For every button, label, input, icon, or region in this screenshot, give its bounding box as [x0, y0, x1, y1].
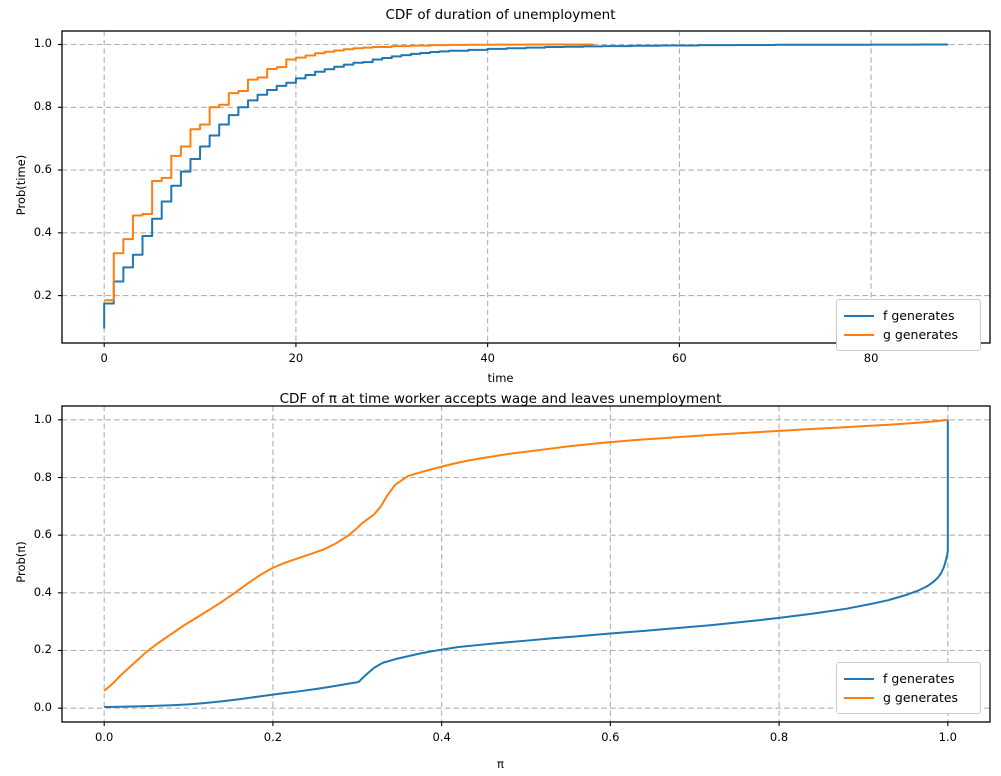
- y-axis-label-pi: Prob(π): [14, 541, 28, 583]
- legend-pi[interactable]: f generates g generates: [836, 662, 981, 714]
- y-tick-label: 0.4: [33, 584, 52, 599]
- y-tick-label: 1.0: [33, 36, 52, 51]
- legend-item-f-generates[interactable]: f generates: [844, 669, 971, 688]
- plot-canvas-duration: [58, 30, 991, 347]
- x-tick-label: 0.4: [432, 730, 451, 744]
- y-tick-label: 0.2: [33, 287, 52, 302]
- x-tick-label: 0: [100, 351, 108, 365]
- y-tick-label: 0.8: [33, 469, 52, 484]
- x-tick-label: 80: [863, 351, 879, 365]
- y-tick-label: 0.0: [33, 700, 52, 715]
- x-axis-label-duration: time: [487, 371, 514, 385]
- legend-item-g-generates[interactable]: g generates: [844, 688, 971, 707]
- y-tick-label: 0.4: [33, 224, 52, 239]
- chart-title-pi: CDF of π at time worker accepts wage and…: [279, 391, 722, 407]
- legend-duration[interactable]: f generates g generates: [836, 299, 981, 351]
- legend-label-f-generates: f generates: [883, 671, 955, 686]
- y-tick-label: 0.8: [33, 99, 52, 114]
- legend-item-f-generates[interactable]: f generates: [844, 306, 971, 325]
- x-tick-label: 40: [480, 351, 495, 365]
- legend-label-f-generates: f generates: [883, 308, 955, 323]
- axes-cdf-pi: CDF of π at time worker accepts wage and…: [0, 388, 1001, 776]
- y-axis-label-duration: Prob(time): [14, 154, 28, 216]
- legend-swatch-f-generates: [844, 677, 874, 680]
- x-tick-label: 1.0: [938, 730, 957, 744]
- x-tick-label: 0.8: [769, 730, 789, 744]
- legend-swatch-g-generates: [844, 696, 874, 699]
- y-tick-label: 0.2: [33, 642, 52, 657]
- x-tick-label: 0.6: [601, 730, 620, 744]
- legend-item-g-generates[interactable]: g generates: [844, 325, 971, 344]
- legend-label-g-generates: g generates: [883, 327, 959, 342]
- x-axis-label-pi: π: [497, 757, 504, 771]
- y-tick-label: 0.6: [33, 162, 52, 177]
- legend-label-g-generates: g generates: [883, 690, 959, 705]
- x-tick-label: 60: [672, 351, 687, 365]
- y-tick-label: 1.0: [33, 411, 52, 426]
- legend-swatch-g-generates: [844, 333, 874, 336]
- plot-canvas-pi: [58, 405, 991, 726]
- legend-swatch-f-generates: [844, 314, 874, 317]
- x-tick-label: 0.2: [263, 730, 283, 744]
- chart-title-duration: CDF of duration of unemployment: [385, 7, 616, 23]
- x-tick-label: 0.0: [95, 730, 114, 744]
- x-tick-label: 20: [288, 351, 304, 365]
- axes-cdf-duration: CDF of duration of unemployment Prob(tim…: [14, 7, 991, 385]
- y-tick-label: 0.6: [33, 527, 52, 542]
